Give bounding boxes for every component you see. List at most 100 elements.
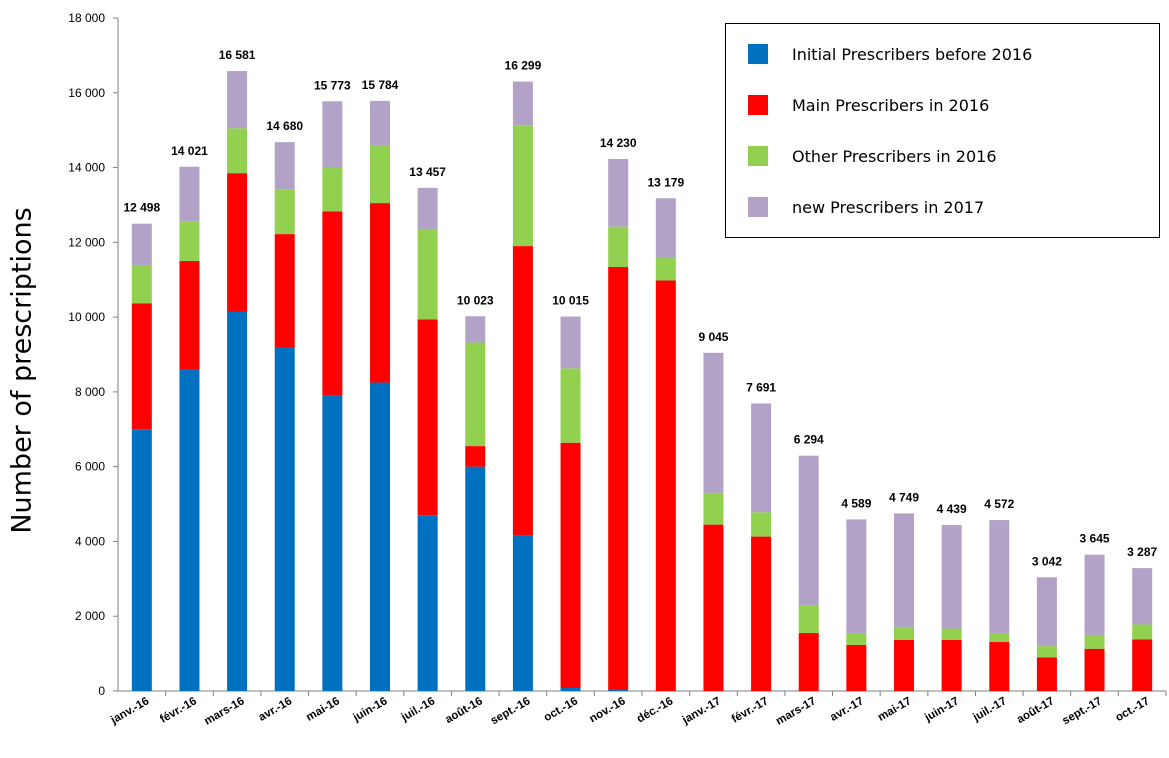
total-label: 4 589 — [841, 496, 871, 510]
bar-segment — [465, 467, 485, 691]
bar-segment — [418, 229, 438, 319]
bar-segment — [846, 633, 866, 645]
total-label: 10 023 — [457, 293, 494, 307]
bar-segment — [1132, 639, 1152, 691]
bar-segment — [513, 82, 533, 126]
x-tick-label: juil.-17 — [970, 695, 1008, 724]
bar-segment — [465, 446, 485, 467]
y-tick-label: 4 000 — [75, 534, 105, 548]
total-label: 12 498 — [123, 201, 160, 215]
bar-segment — [894, 628, 914, 640]
total-label: 16 299 — [505, 59, 542, 73]
bar-segment — [561, 368, 581, 442]
y-tick-label: 16 000 — [68, 86, 105, 100]
total-label: 14 021 — [171, 144, 208, 158]
bar-segment — [275, 189, 295, 234]
total-label: 16 581 — [219, 48, 256, 62]
legend-swatch-main — [748, 95, 768, 115]
bar-segment — [799, 633, 819, 691]
x-tick-label: juin-16 — [351, 695, 390, 724]
bar-segment — [561, 443, 581, 688]
x-tick-label: févr.-17 — [730, 695, 771, 726]
bar-segment — [561, 317, 581, 369]
bar-segment — [370, 383, 390, 691]
total-label: 4 572 — [984, 497, 1014, 511]
y-tick-label: 2 000 — [75, 609, 105, 623]
x-tick-label: mai-17 — [876, 695, 914, 724]
legend-swatch-other — [748, 146, 768, 166]
x-tick-labels: janv.-16 févr.-16 mars-16 avr.-16 mai-16 juin… — [108, 695, 1152, 727]
bar-segment — [703, 353, 723, 493]
total-label: 3 287 — [1127, 545, 1157, 559]
bar-segment — [894, 513, 914, 627]
bar-segment — [561, 688, 581, 691]
bar-segment — [846, 519, 866, 633]
bar-segment — [275, 234, 295, 347]
bar-segment — [227, 71, 247, 128]
bar-segment — [418, 319, 438, 515]
total-label: 10 015 — [552, 294, 589, 308]
bar-segment — [370, 203, 390, 382]
total-label: 4 749 — [889, 490, 919, 504]
bar-segment — [275, 347, 295, 691]
x-tick-label: avr.-17 — [828, 695, 866, 724]
total-label: 13 179 — [647, 175, 684, 189]
total-label: 14 230 — [600, 136, 637, 150]
legend-swatch-new — [748, 197, 768, 217]
bar-segment — [608, 159, 628, 227]
x-tick-label: oct.-16 — [542, 695, 580, 724]
x-tick-label: déc.-16 — [635, 695, 675, 725]
legend-swatch-initial — [748, 44, 768, 64]
bar-segment — [513, 246, 533, 536]
y-tick-label: 10 000 — [68, 310, 105, 324]
bar-segment — [132, 224, 152, 266]
bar-segment — [751, 537, 771, 691]
bar-segment — [179, 167, 199, 222]
bar-segment — [465, 343, 485, 447]
x-tick-label: mai-16 — [304, 695, 342, 724]
bar-segment — [942, 629, 962, 640]
bar-segment — [227, 128, 247, 173]
y-tick-label: 6 000 — [75, 460, 105, 474]
legend-item-new: new Prescribers in 2017 — [748, 195, 984, 219]
total-label: 13 457 — [409, 165, 446, 179]
bar-segment — [846, 645, 866, 691]
bar-segment — [179, 369, 199, 691]
bar-segment — [799, 606, 819, 633]
bar-segment — [132, 266, 152, 303]
bar-segment — [179, 222, 199, 261]
x-tick-label: juin-17 — [922, 695, 961, 724]
bar-segment — [1037, 657, 1057, 691]
bar-segment — [227, 173, 247, 311]
bar-segment — [179, 261, 199, 369]
bar-segment — [418, 515, 438, 691]
legend-label-initial: Initial Prescribers before 2016 — [792, 45, 1032, 64]
legend-label-new: new Prescribers in 2017 — [792, 198, 984, 217]
bar-segment — [1037, 646, 1057, 657]
x-tick-label: avr.-16 — [257, 695, 295, 724]
legend-label-other: Other Prescribers in 2016 — [792, 147, 997, 166]
bar-segment — [322, 168, 342, 212]
bar-segment — [1037, 577, 1057, 646]
bar-segment — [656, 198, 676, 258]
total-label: 4 439 — [937, 502, 967, 516]
bar-segment — [132, 303, 152, 429]
bar-segment — [322, 101, 342, 167]
total-label: 15 773 — [314, 78, 351, 92]
bar-segment — [322, 396, 342, 691]
y-tick-label: 0 — [98, 684, 105, 698]
x-tick-label: mars-17 — [774, 695, 818, 727]
bar-segment — [418, 188, 438, 229]
bar-segment — [275, 142, 295, 189]
bar-segment — [513, 536, 533, 691]
bar-segment — [1132, 624, 1152, 639]
bar-segment — [1085, 635, 1105, 649]
bar-segment — [894, 640, 914, 691]
total-label: 14 680 — [266, 119, 303, 133]
legend-item-initial: Initial Prescribers before 2016 — [748, 42, 1032, 66]
total-label: 3 042 — [1032, 554, 1062, 568]
bar-segment — [370, 145, 390, 203]
bar-segment — [608, 690, 628, 691]
legend-label-main: Main Prescribers in 2016 — [792, 96, 989, 115]
y-tick-label: 14 000 — [68, 161, 105, 175]
